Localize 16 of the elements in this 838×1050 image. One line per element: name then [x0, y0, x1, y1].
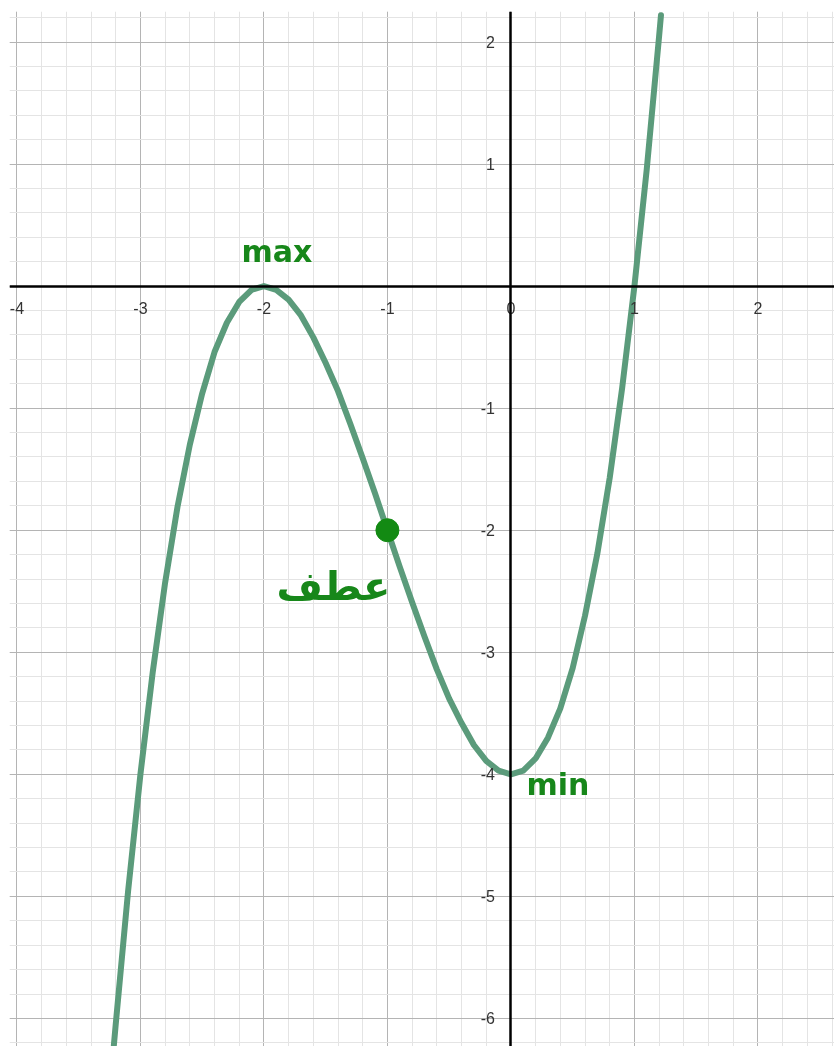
y-tick-label: -6: [480, 1010, 496, 1028]
y-tick-label: 2: [486, 34, 496, 52]
x-tick-label: -1: [380, 300, 395, 318]
y-tick-label: -5: [480, 888, 496, 906]
x-tick-label: 2: [753, 300, 763, 318]
x-tick-label: -4: [9, 300, 25, 318]
x-tick-label: -3: [133, 300, 148, 318]
annotation: max: [241, 233, 313, 269]
y-tick-label: -3: [480, 644, 496, 662]
y-tick-label: -4: [480, 766, 496, 784]
y-tick-label: -2: [480, 522, 496, 540]
y-tick-label: -1: [480, 400, 496, 418]
x-tick-label: -2: [256, 300, 272, 318]
annotation: عطف: [276, 563, 391, 610]
annotation: min: [526, 766, 590, 802]
y-tick-label: 1: [486, 156, 496, 174]
